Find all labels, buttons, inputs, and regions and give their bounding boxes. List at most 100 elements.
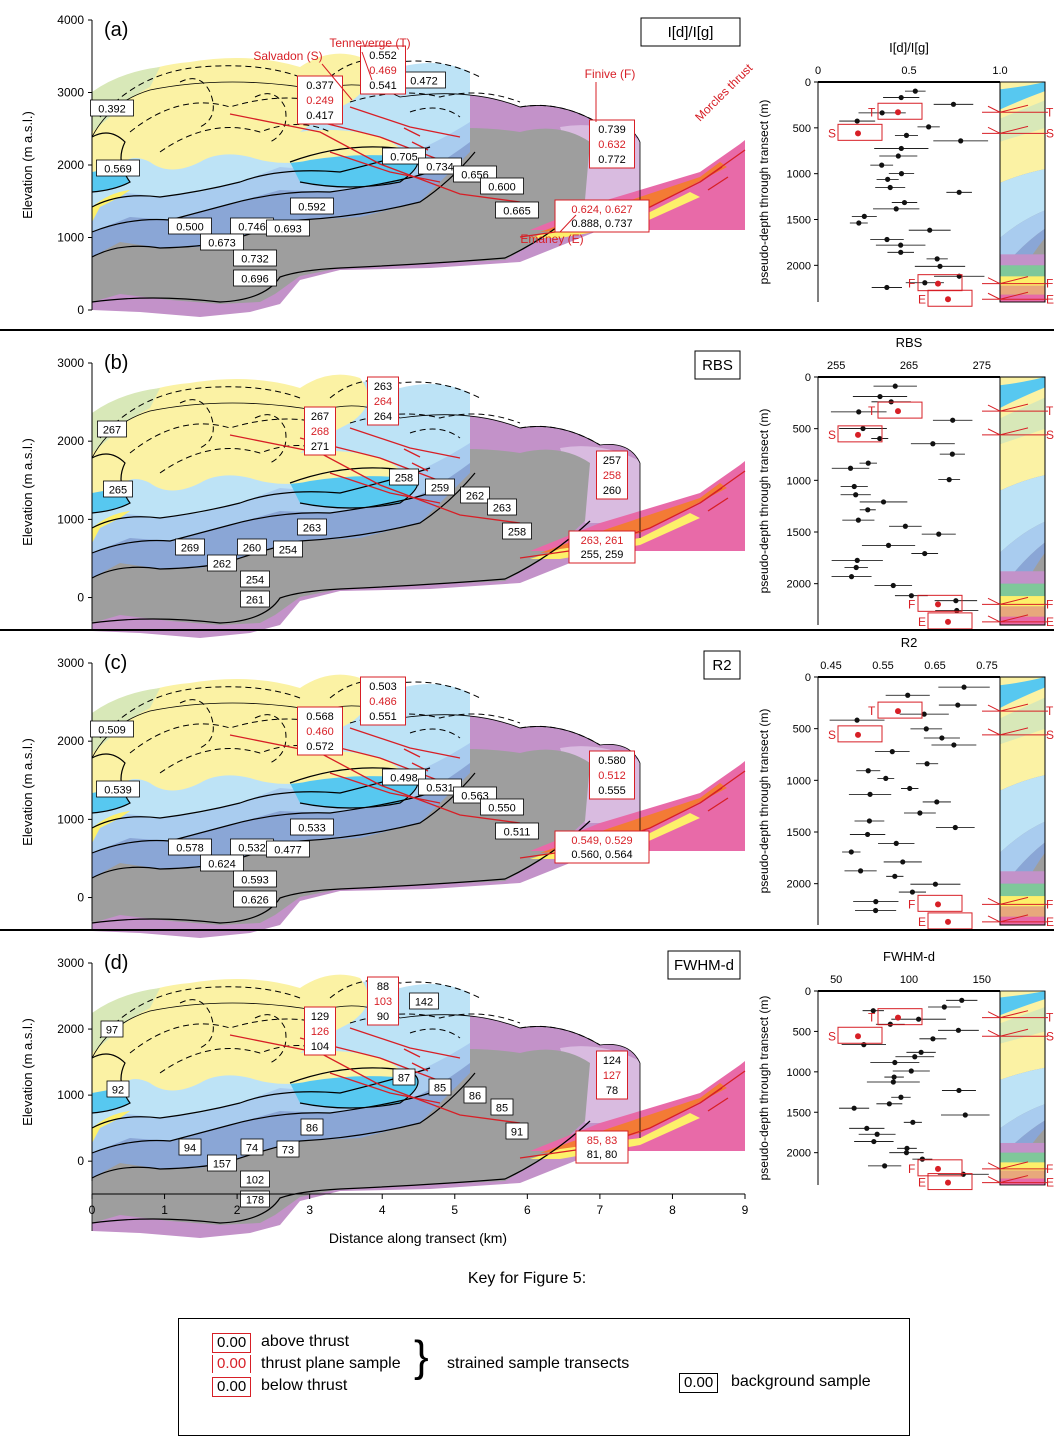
- strip-x-tick: 0.65: [924, 660, 945, 672]
- strip-title: R2: [901, 635, 918, 650]
- salvadon-samples-mid: 268: [311, 426, 329, 438]
- strip-y-tick: 1500: [787, 1107, 811, 1119]
- background-sample-b6: 0.477: [274, 845, 302, 857]
- tenneverge-samples-mid: 103: [374, 996, 392, 1008]
- background-sample-b11: 259: [431, 483, 449, 495]
- salvadon-samples-top: 0.377: [306, 80, 334, 92]
- background-sample-b7: 254: [246, 575, 264, 587]
- background-sample-b13: 0.550: [488, 803, 516, 815]
- panel-c: 3000 2000 1000 0 Elevation (m a.s.l.) (c) R2 0.…: [0, 630, 1054, 938]
- distance-axis-label: Distance along transect (km): [329, 1230, 507, 1246]
- background-sample-b15: 142: [415, 997, 433, 1009]
- strip-y-tick: 0: [805, 672, 811, 684]
- column-thrust-letter: F: [1046, 1162, 1053, 1176]
- column-thrust-letter: E: [1046, 1176, 1054, 1190]
- strip-y-tick: 1500: [787, 827, 811, 839]
- strip-thrust-letter: F: [908, 277, 915, 291]
- strip-thrust-letter: S: [828, 428, 836, 442]
- elevation-tick: 0: [77, 591, 84, 605]
- elevation-tick: 3000: [57, 656, 84, 670]
- emaney-samples-red: 263, 261: [581, 535, 624, 547]
- elevation-tick: 3000: [57, 86, 84, 100]
- strip-thrust-letter: S: [828, 1029, 836, 1043]
- emaney-samples-red: 0.624, 0.627: [571, 204, 632, 216]
- elevation-axis-label: Elevation (m a.s.l.): [20, 738, 35, 846]
- column-thrust-letter: T: [1046, 105, 1054, 119]
- strip-y-tick: 2000: [787, 579, 811, 591]
- elevation-tick: 3000: [57, 356, 84, 370]
- elevation-tick: 4000: [57, 13, 84, 27]
- background-sample-b2: 0.569: [104, 164, 132, 176]
- strip-y-tick: 1000: [787, 475, 811, 487]
- background-sample-b9: 0.592: [298, 202, 326, 214]
- strip-y-tick: 500: [793, 123, 811, 135]
- emaney-samples-black: 0.560, 0.564: [571, 849, 632, 861]
- key-brace-icon: }: [414, 1327, 429, 1387]
- elevation-tick: 2000: [57, 434, 84, 448]
- background-sample-b2: 0.539: [104, 785, 132, 797]
- emaney-samples-red: 0.549, 0.529: [571, 835, 632, 847]
- background-sample-b4: 0.746: [238, 222, 266, 234]
- finive-label: Finive (F): [585, 67, 636, 81]
- tenneverge-samples-bot: 264: [374, 411, 392, 423]
- strip-thrust-letter: T: [868, 704, 876, 718]
- panel-d: 3000200010000Elevation (m a.s.l.)(d) FWHM…: [0, 930, 1054, 1238]
- strip-y-tick: 2000: [787, 879, 811, 891]
- morcles-thrust-label: Morcles thrust: [692, 60, 756, 124]
- background-sample-b7: 0.593: [241, 875, 269, 887]
- distance-tick: 2: [234, 1203, 241, 1217]
- elevation-tick: 0: [77, 303, 84, 317]
- background-sample-b10: 258: [395, 473, 413, 485]
- tenneverge-samples-top: 263: [374, 381, 392, 393]
- background-sample-b3: 0.500: [176, 222, 204, 234]
- parameter-label: RBS: [702, 357, 733, 374]
- elevation-tick: 2000: [57, 734, 84, 748]
- background-sample-b10: 0.498: [390, 773, 418, 785]
- panel-letter: (c): [104, 652, 127, 674]
- strip-y-tick: 1000: [787, 169, 811, 181]
- strip-thrust-letter: E: [918, 615, 926, 629]
- background-sample-b5: 157: [213, 1159, 231, 1171]
- background-sample-b9: 263: [303, 523, 321, 535]
- parameter-label: FWHM-d: [674, 957, 734, 974]
- strip-x-tick: 275: [973, 360, 991, 372]
- salvadon-samples-mid: 0.249: [306, 95, 334, 107]
- column-thrust-letter: E: [1046, 915, 1054, 929]
- emaney-samples-red: 85, 83: [587, 1135, 618, 1147]
- finive-samples-mid: 258: [603, 470, 621, 482]
- strip-thrust-letter: T: [868, 1011, 876, 1025]
- distance-tick: 1: [161, 1203, 168, 1217]
- salvadon-samples-mid: 126: [311, 1026, 329, 1038]
- background-sample-b15: 0.472: [410, 76, 438, 88]
- elevation-axis-label: Elevation (m a.s.l.): [20, 1018, 35, 1126]
- parameter-label: R2: [712, 657, 731, 674]
- strip-thrust-letter: E: [918, 1176, 926, 1190]
- key-below-label: below thrust: [261, 1377, 347, 1395]
- background-sample-b8: 261: [246, 595, 264, 607]
- strip-x-tick: 0.75: [976, 660, 997, 672]
- elevation-tick: 2000: [57, 158, 84, 172]
- finive-samples-mid: 127: [603, 1070, 621, 1082]
- key-title: Key for Figure 5:: [0, 1270, 1054, 1288]
- panel-a: 4000 3000 2000 1000 0 Elevation (m a.s.l.) (a)…: [20, 13, 1054, 317]
- background-sample-b6: 0.693: [274, 224, 302, 236]
- parameter-label: I[d]/I[g]: [668, 24, 714, 41]
- background-sample-b5: 262: [213, 559, 231, 571]
- background-sample-b3: 94: [184, 1143, 196, 1155]
- salvadon-samples-bot: 104: [311, 1041, 329, 1053]
- column-thrust-letter: F: [1046, 897, 1053, 911]
- depth-axis-label: pseudo-depth through transect (m): [757, 100, 771, 285]
- strip-thrust-letter: T: [868, 404, 876, 418]
- strip-thrust-letter: F: [908, 897, 915, 911]
- background-sample-b13: 0.600: [488, 182, 516, 194]
- background-sample-b11: 0.734: [426, 162, 454, 174]
- strip-x-tick: 150: [973, 974, 991, 986]
- distance-tick: 7: [597, 1203, 604, 1217]
- key-transects-label: strained sample transects: [447, 1355, 629, 1373]
- panel-b: 3000 2000 1000 0 Elevation (m a.s.l.) (b) RBS 2…: [0, 330, 1054, 638]
- background-sample-b8: 178: [246, 1195, 264, 1207]
- background-sample-b1: 0.509: [98, 725, 126, 737]
- background-sample-b3: 269: [181, 543, 199, 555]
- finive-samples-bot: 0.772: [598, 154, 626, 166]
- elevation-tick: 1000: [57, 1088, 84, 1102]
